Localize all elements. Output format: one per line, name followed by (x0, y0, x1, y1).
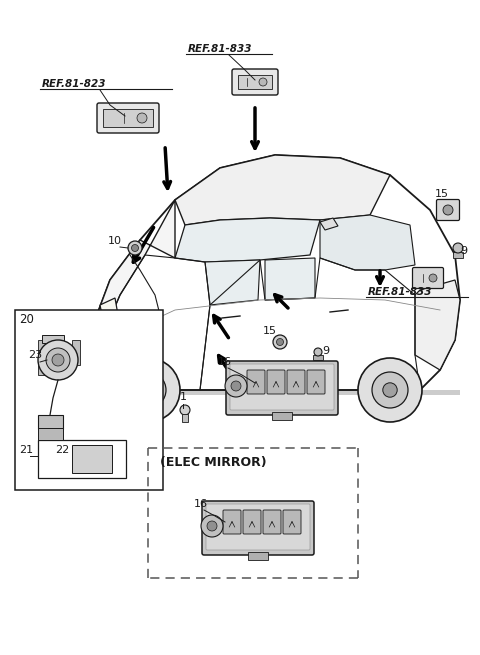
Circle shape (137, 113, 147, 123)
Text: REF.81-833: REF.81-833 (188, 44, 252, 54)
Text: 20: 20 (19, 313, 34, 326)
Circle shape (259, 78, 267, 86)
Polygon shape (95, 155, 460, 400)
FancyBboxPatch shape (202, 501, 314, 555)
Polygon shape (320, 215, 415, 270)
Circle shape (141, 383, 155, 397)
Circle shape (443, 205, 453, 215)
Text: 16: 16 (218, 357, 232, 367)
FancyBboxPatch shape (436, 200, 459, 221)
FancyBboxPatch shape (232, 69, 278, 95)
Text: 23: 23 (28, 350, 42, 360)
FancyBboxPatch shape (206, 504, 310, 550)
Text: (ELEC MIRROR): (ELEC MIRROR) (160, 456, 266, 469)
Circle shape (132, 244, 139, 252)
Polygon shape (205, 260, 260, 305)
Polygon shape (320, 218, 338, 230)
Text: 15: 15 (435, 189, 449, 199)
Polygon shape (95, 390, 460, 395)
Bar (42, 335, 64, 343)
Polygon shape (175, 218, 320, 262)
Circle shape (207, 521, 217, 531)
Circle shape (383, 383, 397, 397)
Polygon shape (415, 280, 460, 370)
Bar (453, 252, 463, 258)
FancyBboxPatch shape (307, 370, 325, 394)
Bar (15, 310, 163, 490)
Circle shape (128, 241, 142, 255)
Circle shape (453, 243, 463, 253)
FancyBboxPatch shape (263, 510, 281, 534)
FancyBboxPatch shape (267, 370, 285, 394)
FancyBboxPatch shape (223, 510, 241, 534)
Polygon shape (265, 258, 315, 300)
Text: 1: 1 (180, 392, 187, 402)
Circle shape (201, 515, 223, 537)
Polygon shape (100, 298, 118, 320)
Circle shape (273, 335, 287, 349)
Bar (238, 75, 272, 89)
FancyBboxPatch shape (97, 103, 159, 133)
Text: REF.81-833: REF.81-833 (368, 287, 432, 297)
FancyBboxPatch shape (230, 364, 334, 410)
Circle shape (372, 372, 408, 408)
FancyBboxPatch shape (226, 361, 338, 415)
FancyBboxPatch shape (243, 510, 261, 534)
Text: 9: 9 (322, 346, 329, 356)
Bar (182, 414, 188, 422)
Bar (272, 412, 292, 420)
Bar (248, 552, 268, 560)
FancyBboxPatch shape (283, 510, 301, 534)
Circle shape (225, 375, 247, 397)
Bar (38, 340, 46, 375)
Circle shape (130, 372, 166, 408)
Bar (72, 340, 80, 365)
Polygon shape (175, 155, 390, 225)
Circle shape (276, 339, 284, 345)
Polygon shape (95, 370, 130, 390)
Bar (38, 440, 126, 478)
Polygon shape (95, 200, 175, 330)
Text: 10: 10 (108, 236, 122, 246)
Bar (38, 415, 63, 429)
Text: 21: 21 (19, 445, 33, 455)
Circle shape (231, 381, 241, 391)
Polygon shape (100, 347, 114, 360)
FancyBboxPatch shape (412, 267, 444, 288)
FancyBboxPatch shape (287, 370, 305, 394)
Circle shape (46, 348, 70, 372)
Text: 15: 15 (263, 326, 277, 336)
Circle shape (314, 348, 322, 356)
Circle shape (38, 340, 78, 380)
Circle shape (358, 358, 422, 422)
Bar (103, 109, 153, 127)
FancyBboxPatch shape (247, 370, 265, 394)
Circle shape (429, 274, 437, 282)
Text: 16: 16 (194, 499, 208, 509)
Bar (38, 428, 63, 440)
Circle shape (180, 405, 190, 415)
Text: 22: 22 (55, 445, 69, 455)
Polygon shape (95, 325, 115, 350)
Text: REF.81-823: REF.81-823 (42, 79, 107, 89)
Bar (313, 355, 323, 360)
Bar (72, 445, 112, 473)
Circle shape (52, 354, 64, 366)
Text: 9: 9 (460, 246, 467, 256)
Circle shape (116, 358, 180, 422)
